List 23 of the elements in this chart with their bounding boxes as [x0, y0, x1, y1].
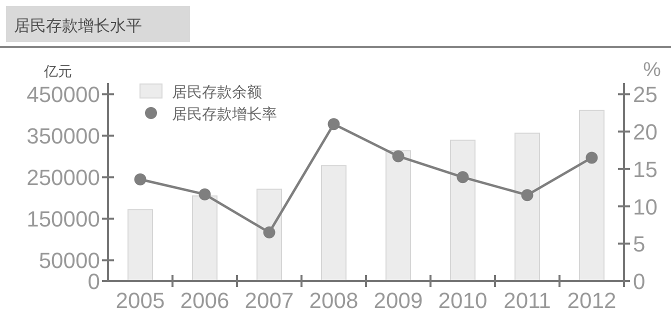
tick: 5: [633, 232, 646, 257]
tick: 15: [633, 156, 658, 182]
tick: 2007: [244, 288, 294, 313]
tick: 450000: [26, 82, 100, 108]
tick: 350000: [26, 124, 100, 149]
tick: 25: [633, 82, 658, 108]
tick: 10: [633, 194, 658, 220]
tick: 20: [633, 120, 658, 145]
y2label: %: [643, 59, 661, 81]
title: 居民存款增长水平: [14, 18, 142, 35]
tick: 2005: [116, 288, 165, 313]
tick: 2009: [374, 288, 423, 313]
tick: 150000: [26, 206, 100, 232]
tick: 2010: [438, 288, 488, 313]
legend: 居民存款余额: [172, 84, 262, 101]
tick: 2012: [567, 288, 616, 313]
tick: 2008: [309, 288, 358, 313]
legend: 居民存款增长率: [172, 106, 277, 123]
tick: 250000: [26, 165, 100, 190]
tick: 2011: [504, 288, 551, 313]
ylabel: 亿元: [44, 63, 72, 79]
tick: 0: [633, 269, 646, 294]
tick: 2006: [180, 288, 230, 313]
